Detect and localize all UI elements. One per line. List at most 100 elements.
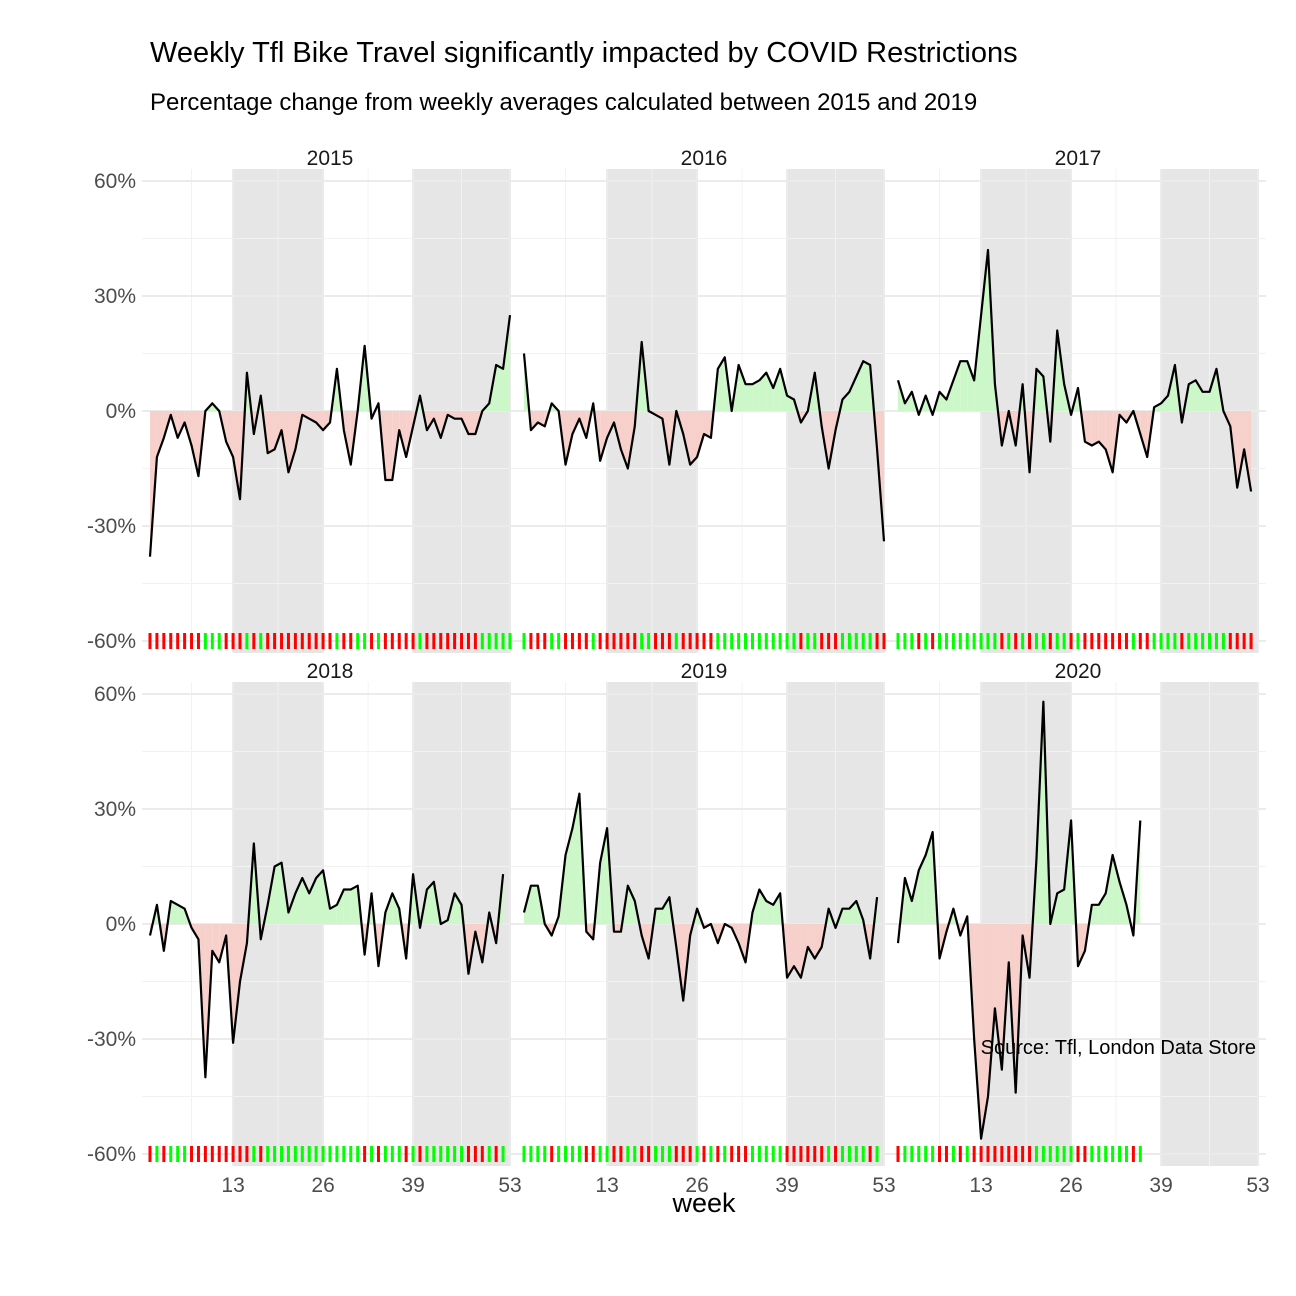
area-negative (399, 411, 407, 457)
y-tick-label: -60% (87, 630, 136, 653)
x-axis-title: week (671, 1188, 736, 1218)
area-positive (343, 889, 351, 924)
area-positive (1057, 889, 1065, 924)
area-negative (994, 924, 1002, 1070)
area-positive (627, 885, 635, 924)
area-negative (1105, 411, 1113, 473)
facet-panel-2016: 2016 (516, 147, 892, 653)
y-tick-label: -30% (87, 1028, 136, 1051)
area-positive (766, 372, 774, 411)
series-line-2016 (522, 340, 886, 542)
area-positive (655, 908, 663, 924)
area-positive (842, 391, 850, 411)
area-positive (454, 893, 462, 924)
area-positive (1161, 395, 1168, 411)
area-negative (191, 411, 199, 477)
y-tick-label: 30% (94, 285, 136, 308)
area-positive (274, 862, 282, 924)
area-negative (738, 924, 746, 963)
area-positive (842, 908, 850, 924)
area-negative (981, 924, 988, 1139)
facet-panel-2017: 2017 (890, 147, 1266, 653)
area-negative (974, 924, 982, 1139)
facet-panel-2015: 2015 60% 30% 0% -30% -60% (87, 147, 518, 653)
y-tick-label: 60% (94, 170, 136, 193)
area-negative (177, 411, 185, 438)
area-positive (745, 384, 753, 411)
chart-subtitle: Percentage change from weekly averages c… (150, 89, 977, 116)
area-positive (170, 901, 178, 924)
x-tick-label: 13 (595, 1174, 618, 1197)
area-positive (981, 250, 988, 411)
area-positive (503, 315, 510, 411)
area-positive (177, 904, 185, 924)
x-tick-label: 26 (311, 1174, 334, 1197)
area-negative (1091, 411, 1099, 446)
area-negative (1084, 411, 1092, 446)
area-positive (863, 361, 871, 411)
x-tick-label: 53 (498, 1174, 521, 1197)
y-tick-label: 0% (106, 913, 136, 936)
area-negative (274, 411, 282, 450)
area-positive (1195, 380, 1203, 411)
area-positive (1119, 881, 1127, 924)
x-tick-label: 53 (872, 1174, 895, 1197)
area-positive (849, 376, 857, 411)
area-negative (614, 924, 621, 932)
area-negative (454, 411, 462, 419)
area-positive (426, 881, 434, 924)
area-negative (1078, 924, 1085, 967)
area-positive (918, 855, 926, 924)
x-tick-label: 39 (775, 1174, 798, 1197)
area-negative (683, 411, 691, 465)
area-negative (233, 924, 240, 1043)
series-line-2015 (148, 315, 512, 557)
area-negative (530, 411, 538, 431)
area-negative (565, 411, 573, 465)
area-positive (752, 380, 760, 411)
series-line-2019 (522, 792, 879, 1002)
facet-strip-label: 2019 (681, 660, 728, 683)
area-negative (800, 924, 808, 978)
area-positive (759, 372, 767, 411)
area-negative (787, 924, 794, 978)
area-negative (1244, 411, 1252, 492)
area-negative (309, 411, 317, 423)
facet-panel-2019: 2019 13 26 39 53 (516, 660, 896, 1197)
area-positive (904, 878, 912, 924)
facet-panel-2018: 2018 60% 30% 0% -30% -60% 13 26 39 53 (87, 660, 522, 1197)
area-negative (600, 411, 608, 461)
x-tick-label: 39 (401, 1174, 424, 1197)
area-positive (738, 365, 746, 411)
area-negative (316, 411, 324, 431)
area-positive (773, 368, 781, 411)
x-tick-label: 39 (1149, 1174, 1172, 1197)
area-positive (967, 361, 975, 411)
area-negative (156, 411, 164, 457)
area-negative (267, 411, 275, 454)
area-positive (530, 885, 538, 924)
area-positive (330, 904, 337, 924)
facet-strip-label: 2015 (307, 147, 354, 170)
series-line-2020 (896, 700, 1142, 1140)
x-tick-label: 26 (1059, 1174, 1082, 1197)
area-positive (960, 361, 968, 411)
area-negative (586, 924, 594, 940)
area-positive (1098, 893, 1106, 924)
area-negative (607, 411, 614, 438)
x-tick-label: 53 (1246, 1174, 1269, 1197)
area-negative (794, 924, 801, 978)
facet-strip-label: 2020 (1055, 660, 1102, 683)
y-tick-label: 60% (94, 683, 136, 706)
area-positive (662, 897, 670, 924)
area-negative (385, 411, 393, 480)
y-tick-label: 0% (106, 400, 136, 423)
area-positive (1105, 855, 1113, 924)
area-positive (350, 885, 358, 924)
area-negative (1237, 411, 1245, 488)
area-negative (468, 411, 476, 434)
area-positive (939, 391, 947, 411)
area-positive (496, 365, 504, 411)
area-positive (336, 889, 344, 924)
